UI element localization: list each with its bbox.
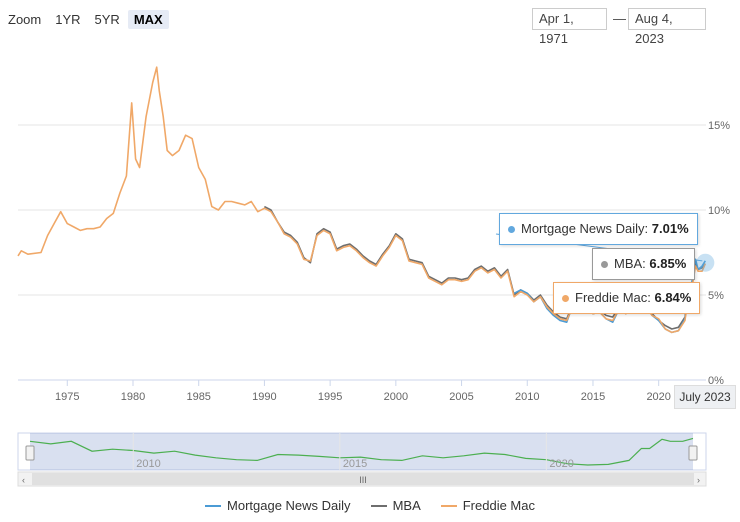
zoom-5yr-button[interactable]: 5YR <box>94 11 120 27</box>
x-tick-label: 1995 <box>318 391 342 403</box>
x-tick-label: 2015 <box>581 391 605 403</box>
legend-swatch-mba <box>370 504 387 507</box>
zoom-label: Zoom <box>8 11 42 27</box>
tooltip-mba-value: 6.85% <box>649 256 687 271</box>
legend-swatch-freddie <box>440 504 457 507</box>
scrollbar-right-arrow-icon[interactable]: › <box>697 475 700 485</box>
navigator[interactable]: 2010 2015 2020 III ‹ › <box>17 432 707 487</box>
legend-item-freddie-mac[interactable]: Freddie Mac <box>440 498 535 513</box>
tooltip-mnd-name: Mortgage News Daily <box>521 221 645 236</box>
series-line-freddie-mac <box>17 66 707 334</box>
x-tick-label: 2000 <box>384 391 408 403</box>
tooltip-mba: MBA: 6.85% <box>592 248 696 280</box>
navigator-label: 2010 <box>136 458 160 470</box>
tooltip-dot-mnd <box>508 226 515 234</box>
tooltip-mortgage-news-daily: Mortgage News Daily: 7.01% <box>499 213 698 245</box>
tooltip-dot-mba <box>601 261 608 269</box>
x-tick-label: 2020 <box>646 391 670 403</box>
zoom-bar: Zoom 1YR 5YR MAX <box>8 8 171 30</box>
navigator-handle-left[interactable] <box>25 445 35 461</box>
range-separator: — <box>613 11 626 26</box>
tooltip-freddie-name: Freddie Mac <box>575 290 648 305</box>
navigator-label: 2020 <box>549 458 573 470</box>
range-from-input[interactable]: Apr 1, 1971 <box>532 8 607 46</box>
tooltip-freddie-value: 6.84% <box>654 290 692 305</box>
legend-swatch-mnd <box>205 504 222 507</box>
y-tick-label: 5% <box>708 290 724 302</box>
x-axis: 1975 1980 1985 1990 1995 2000 2005 2010 2015 2020 <box>18 379 706 403</box>
scrollbar-left-arrow-icon[interactable]: ‹ <box>22 475 25 485</box>
legend-item-mba[interactable]: MBA <box>370 498 421 513</box>
main-chart: 1975 1980 1985 1990 1995 2000 2005 2010 2015 2020… <box>17 66 730 487</box>
navigator-scrollbar-thumb[interactable] <box>32 473 694 485</box>
y-tick-label: 0% <box>708 375 724 387</box>
y-tick-label: 10% <box>708 205 730 217</box>
legend-label-freddie: Freddie Mac <box>462 498 535 513</box>
legend-label-mnd: Mortgage News Daily <box>227 498 351 513</box>
crosshair-halo <box>696 253 715 272</box>
y-axis: 0% 5% 10% 15% <box>708 120 730 387</box>
legend-item-mortgage-news-daily[interactable]: Mortgage News Daily <box>205 498 351 513</box>
x-tick-label: 2005 <box>449 391 473 403</box>
y-tick-label: 15% <box>708 120 730 132</box>
zoom-max-button[interactable]: MAX <box>127 9 169 29</box>
x-tick-label: 1980 <box>121 391 145 403</box>
crosshair-date-label: July 2023 <box>674 385 736 409</box>
navigator-label: 2015 <box>343 458 367 470</box>
legend: Mortgage News Daily MBA Freddie Mac <box>0 498 740 513</box>
scrollbar-grip: III <box>359 475 367 485</box>
zoom-1yr-button[interactable]: 1YR <box>55 11 81 27</box>
x-tick-label: 1990 <box>252 391 276 403</box>
tooltip-mba-name: MBA <box>614 256 643 271</box>
tooltip-dot-freddie <box>562 295 569 303</box>
navigator-frame <box>17 432 707 471</box>
tooltip-freddie-mac: Freddie Mac: 6.84% <box>553 282 701 314</box>
x-tick-label: 1985 <box>186 391 210 403</box>
range-to-input[interactable]: Aug 4, 2023 <box>628 8 706 46</box>
tooltip-mnd-value: 7.01% <box>651 221 689 236</box>
navigator-handle-right[interactable] <box>688 445 698 461</box>
navigator-line <box>29 437 694 466</box>
legend-label-mba: MBA <box>392 498 421 513</box>
x-tick-label: 2010 <box>515 391 539 403</box>
x-tick-label: 1975 <box>55 391 79 403</box>
